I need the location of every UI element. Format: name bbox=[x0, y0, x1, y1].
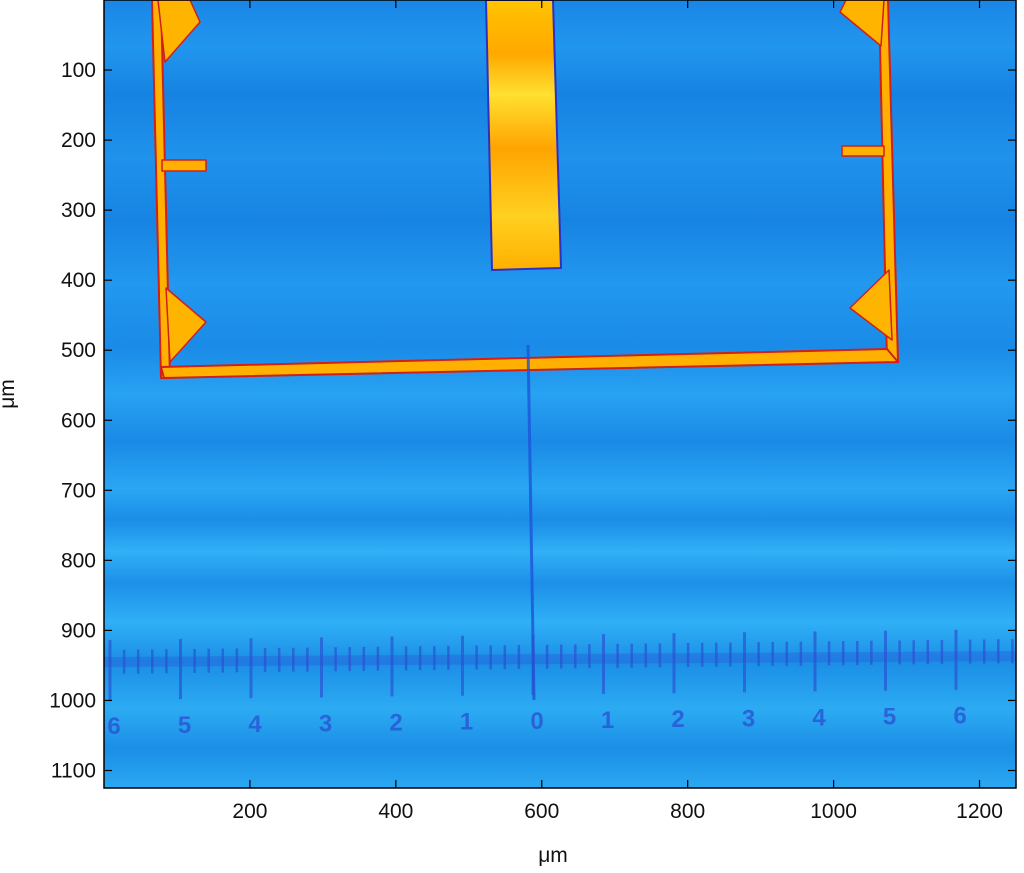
y-tick-label: 1100 bbox=[51, 759, 96, 782]
y-tick-label: 600 bbox=[61, 409, 96, 432]
heatmap-image: 6 5 4 3 2 1 0 1 2 3 4 5 6 bbox=[104, 0, 1016, 788]
y-tick-label: 200 bbox=[61, 129, 96, 152]
ruler-number: 0 bbox=[530, 708, 543, 735]
y-tick-label: 900 bbox=[61, 619, 96, 642]
x-tick-label: 1000 bbox=[810, 800, 857, 823]
ruler-number: 3 bbox=[742, 705, 755, 732]
y-tick-label: 300 bbox=[61, 199, 96, 222]
left-lower-notch bbox=[165, 287, 207, 363]
ruler-number: 2 bbox=[389, 709, 402, 736]
ruler-number: 5 bbox=[883, 704, 896, 731]
x-axis: 200 400 600 800 1000 1200 bbox=[232, 0, 1003, 823]
y-tick-label: 100 bbox=[61, 59, 96, 82]
left-top-notch bbox=[157, 0, 201, 63]
ruler-number: 2 bbox=[671, 706, 684, 733]
ruler-number: 4 bbox=[248, 711, 262, 738]
y-tick-label: 700 bbox=[61, 479, 96, 502]
ruler-number: 1 bbox=[460, 709, 473, 736]
x-tick-label: 600 bbox=[524, 800, 559, 823]
x-tick-label: 800 bbox=[670, 800, 705, 823]
axes-box bbox=[103, 0, 1017, 789]
y-axis: 100 200 300 400 500 600 700 800 900 1000 1100 bbox=[49, 59, 1016, 782]
x-tick-label: 400 bbox=[378, 800, 413, 823]
background-field bbox=[104, 0, 1016, 788]
ruler-number: 1 bbox=[601, 707, 614, 734]
y-axis-label: μm bbox=[0, 379, 19, 409]
right-lower-notch bbox=[849, 269, 893, 341]
y-tick-label: 400 bbox=[61, 269, 96, 292]
frame-structure bbox=[151, 0, 899, 379]
x-axis-label: μm bbox=[538, 844, 568, 867]
x-tick-label: 200 bbox=[232, 800, 267, 823]
ruler-scale: 6 5 4 3 2 1 0 1 2 3 4 5 6 bbox=[104, 629, 1016, 740]
y-tick-label: 500 bbox=[61, 339, 96, 362]
x-tick-label: 1200 bbox=[956, 800, 1003, 823]
right-stub bbox=[841, 145, 885, 157]
ruler-number: 4 bbox=[812, 704, 826, 731]
central-pillar bbox=[485, 0, 562, 271]
y-tick-label: 800 bbox=[61, 549, 96, 572]
left-stub bbox=[161, 159, 207, 172]
right-top-notch bbox=[839, 0, 885, 47]
ruler-number: 3 bbox=[319, 710, 332, 737]
y-tick-label: 1000 bbox=[49, 689, 96, 712]
ruler-number: 6 bbox=[107, 713, 120, 740]
ruler-number: 5 bbox=[178, 712, 191, 739]
ruler-number: 6 bbox=[953, 703, 966, 730]
